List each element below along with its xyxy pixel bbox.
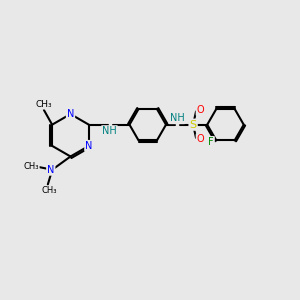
Text: CH₃: CH₃	[36, 100, 52, 109]
Text: F: F	[208, 137, 214, 147]
Text: CH₃: CH₃	[41, 186, 57, 195]
Text: CH₃: CH₃	[23, 162, 39, 171]
Text: NH: NH	[169, 113, 184, 123]
Text: N: N	[47, 165, 55, 175]
Text: S: S	[190, 120, 197, 130]
Text: N: N	[85, 141, 92, 151]
Text: O: O	[196, 105, 204, 115]
Text: N: N	[67, 109, 74, 119]
Text: O: O	[196, 134, 204, 144]
Text: NH: NH	[102, 126, 117, 136]
